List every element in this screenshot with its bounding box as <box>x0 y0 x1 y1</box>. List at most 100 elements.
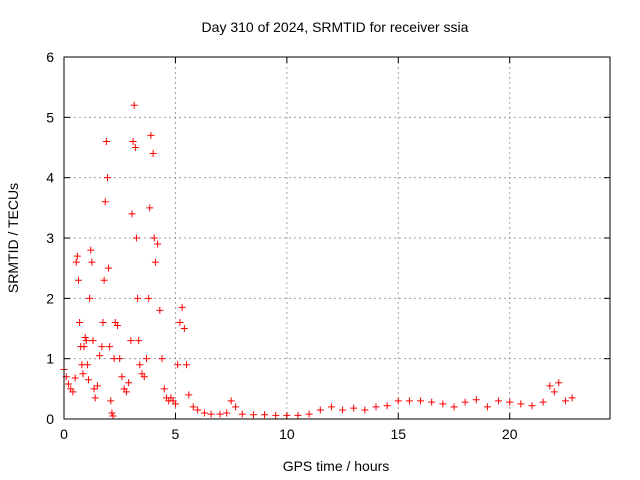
data-point <box>116 355 124 363</box>
data-point <box>106 343 114 351</box>
data-point <box>232 403 240 411</box>
data-point <box>461 398 469 406</box>
data-point <box>183 361 191 369</box>
x-tick-label: 0 <box>60 426 68 442</box>
y-tick-label: 3 <box>46 230 54 246</box>
data-point <box>118 373 126 381</box>
data-point <box>71 374 79 382</box>
data-point <box>74 276 82 284</box>
data-point <box>130 101 138 109</box>
data-point <box>361 406 369 414</box>
data-point <box>64 380 72 388</box>
data-point <box>107 397 115 405</box>
data-point <box>483 403 491 411</box>
data-point <box>472 396 480 404</box>
data-point <box>131 144 139 151</box>
data-point <box>99 318 107 326</box>
data-point <box>101 198 109 206</box>
x-axis-label: GPS time / hours <box>283 458 390 474</box>
data-point <box>125 379 133 387</box>
plot-frame <box>63 56 611 420</box>
data-point <box>372 403 380 411</box>
data-point <box>207 410 215 418</box>
data-point <box>93 382 101 390</box>
data-point <box>134 294 142 302</box>
y-tick-label: 5 <box>46 109 54 125</box>
data-point <box>568 394 576 402</box>
data-point <box>91 394 99 402</box>
data-point <box>85 376 93 384</box>
data-point <box>185 391 193 399</box>
data-point <box>223 409 231 417</box>
data-point <box>129 137 137 145</box>
data-point <box>272 411 280 419</box>
x-tick-label: 15 <box>390 426 406 442</box>
data-point <box>283 411 291 419</box>
data-point <box>149 150 157 158</box>
data-point <box>200 409 208 417</box>
data-point <box>561 397 569 405</box>
data-point <box>528 402 536 410</box>
data-point <box>506 398 514 406</box>
data-point <box>178 303 186 311</box>
data-point <box>539 398 547 406</box>
data-point <box>546 382 554 390</box>
data-point <box>189 403 197 411</box>
data-point <box>146 204 154 212</box>
data-point <box>73 252 81 260</box>
data-point <box>316 406 324 414</box>
data-point <box>227 397 235 405</box>
data-point <box>79 370 87 378</box>
data-point <box>439 400 447 408</box>
data-marks <box>60 101 576 420</box>
data-point <box>154 240 162 248</box>
data-point <box>80 343 88 351</box>
x-tick-label: 20 <box>502 426 518 442</box>
data-point <box>69 388 77 396</box>
data-point <box>180 325 188 332</box>
data-point <box>171 400 179 408</box>
data-point <box>98 343 106 351</box>
data-point <box>428 398 436 406</box>
data-point <box>350 404 358 412</box>
data-point <box>417 397 425 405</box>
data-point <box>142 355 150 363</box>
data-point <box>132 234 140 242</box>
data-point <box>145 294 153 302</box>
data-point <box>394 397 402 405</box>
data-point <box>150 234 158 242</box>
chart-title: Day 310 of 2024, SRMTID for receiver ssi… <box>202 19 469 35</box>
data-point <box>517 400 525 408</box>
data-point <box>176 318 184 326</box>
data-point <box>294 411 302 419</box>
data-point <box>83 361 91 369</box>
data-point <box>82 337 90 345</box>
data-point <box>450 403 458 411</box>
y-tick-label: 1 <box>46 351 54 367</box>
data-point <box>96 352 104 360</box>
data-point <box>103 174 111 182</box>
y-axis-label: SRMTID / TECUs <box>5 183 21 293</box>
data-point <box>158 355 166 363</box>
data-point <box>128 210 136 218</box>
x-tick-label: 10 <box>279 426 295 442</box>
data-point <box>122 388 130 396</box>
data-point <box>383 402 391 410</box>
data-point <box>105 264 113 272</box>
data-point <box>108 409 116 417</box>
data-point <box>127 337 135 345</box>
y-tick-label: 4 <box>46 170 54 186</box>
y-tick-label: 2 <box>46 290 54 306</box>
data-point <box>135 337 143 345</box>
data-point <box>136 361 144 369</box>
data-point <box>90 385 98 393</box>
data-point <box>81 334 89 342</box>
data-point <box>86 294 94 302</box>
data-point <box>113 321 121 329</box>
data-point <box>339 406 347 414</box>
y-tick-label: 0 <box>46 411 54 427</box>
data-point <box>160 385 168 393</box>
grid-lines <box>64 57 610 419</box>
data-point <box>249 411 257 419</box>
